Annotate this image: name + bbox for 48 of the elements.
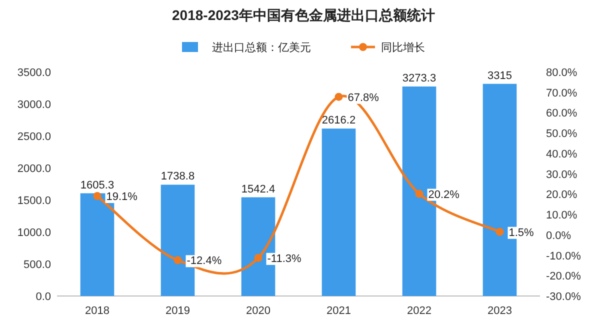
legend-label: 进出口总额：亿美元 [212, 41, 311, 54]
data-label: 67.8% [348, 92, 380, 104]
y-tick-label: 3000.0 [17, 99, 51, 111]
data-label: 1605.3 [80, 179, 114, 192]
y2-tick-label: 0.0% [546, 230, 572, 242]
data-label: -11.3% [267, 252, 302, 265]
y-tick-label: 2500.0 [17, 131, 51, 143]
y2-tick-label: 20.0% [546, 189, 578, 202]
data-label: 20.2% [428, 188, 460, 201]
legend-label: 同比增长 [381, 41, 425, 54]
point [254, 254, 262, 262]
y2-tick-label: 40.0% [546, 148, 578, 160]
data-label: 3273.3 [402, 72, 436, 85]
data-label: 1.5% [508, 226, 534, 239]
data-label: 1542.4 [241, 183, 276, 196]
x-tick-label: 2021 [326, 305, 351, 317]
y-tick-label: 3500.0 [17, 67, 51, 79]
y-tick-label: 2000.0 [17, 163, 51, 175]
y2-tick-label: -20.0% [546, 270, 582, 283]
bar [322, 128, 356, 296]
x-tick-label: 2018 [85, 305, 110, 317]
chart-title: 2018-2023年中国有色金属进出口总额统计 [172, 7, 435, 23]
point [174, 256, 182, 264]
y-tick-label: 500.0 [23, 259, 51, 271]
y2-tick-label: 10.0% [546, 210, 578, 222]
y-tick-label: 0.0 [36, 291, 51, 303]
y2-tick-label: 70.0% [546, 87, 578, 100]
x-tick-label: 2023 [488, 305, 512, 317]
x-tick-label: 2019 [166, 305, 190, 317]
y-tick-label: 1000.0 [17, 227, 51, 239]
y2-tick-label: 60.0% [546, 108, 578, 120]
y2-tick-label: 50.0% [546, 128, 578, 140]
data-label: 2616.2 [322, 114, 356, 127]
data-label: 19.1% [106, 191, 138, 204]
data-label: 1738.8 [160, 170, 195, 183]
y2-tick-label: -10.0% [546, 250, 582, 262]
data-label: -12.4% [186, 255, 222, 268]
point [334, 92, 343, 101]
data-label: 3315 [488, 70, 512, 82]
y2-tick-label: 30.0% [546, 168, 578, 181]
y2-tick-label: -30.0% [546, 291, 582, 303]
point [415, 190, 424, 198]
point [496, 228, 504, 236]
y-tick-label: 1500.0 [17, 195, 51, 207]
x-tick-label: 2020 [246, 305, 270, 317]
x-tick-label: 2022 [407, 305, 432, 317]
point [93, 192, 102, 200]
y2-tick-label: 80.0% [546, 67, 578, 79]
